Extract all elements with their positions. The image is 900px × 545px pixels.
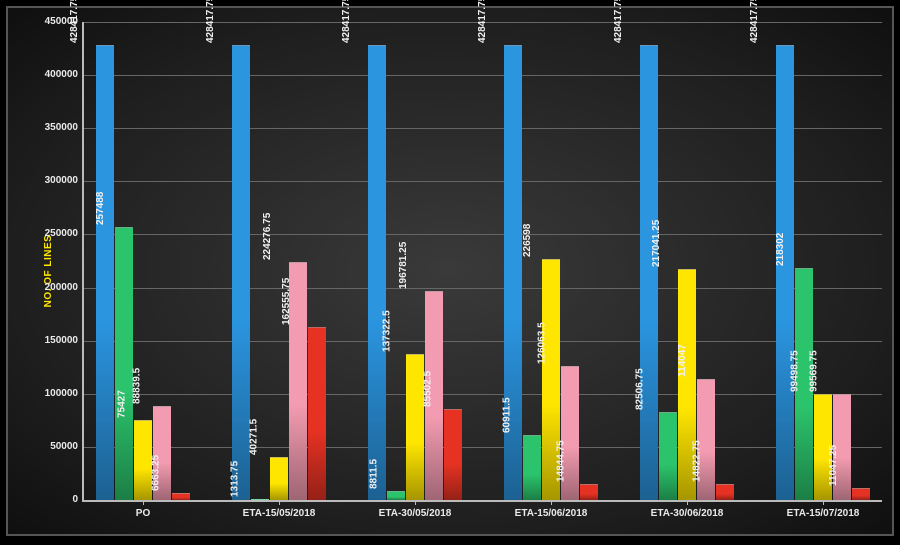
bar: 6663.25 xyxy=(172,493,190,500)
x-axis xyxy=(82,500,882,502)
bar: 85502.5 xyxy=(444,409,462,500)
bar-value-label: 1313.75 xyxy=(229,460,240,499)
bar-value-label: 162555.75 xyxy=(281,278,292,328)
x-tick-label: PO xyxy=(136,508,150,519)
bar-value-label: 40271.5 xyxy=(248,419,259,458)
grid-line xyxy=(82,234,882,235)
bar: 428417.75 xyxy=(96,45,114,500)
bar-value-label: 14844.75 xyxy=(556,441,567,486)
x-tick-label: ETA-15/06/2018 xyxy=(515,508,588,519)
y-tick-label: 150000 xyxy=(34,335,78,346)
bar: 137322.5 xyxy=(406,354,424,500)
bar-value-label: 428417.75 xyxy=(205,0,216,46)
bar: 162555.75 xyxy=(308,327,326,500)
bar-value-label: 88839.5 xyxy=(131,367,142,406)
bar: 428417.75 xyxy=(640,45,658,500)
bar-value-label: 218302 xyxy=(775,233,786,269)
bar-value-label: 428417.75 xyxy=(749,0,760,46)
bar-group: 428417.758811.5137322.5196781.2585502.5 xyxy=(368,45,462,500)
grid-line xyxy=(82,394,882,395)
grid-line xyxy=(82,181,882,182)
x-tick xyxy=(551,500,552,505)
y-tick-label: 300000 xyxy=(34,175,78,186)
bar-value-label: 257488 xyxy=(95,191,106,227)
x-tick-label: ETA-15/05/2018 xyxy=(243,508,316,519)
plot-area: 428417.752574887542788839.56663.25428417… xyxy=(82,22,882,500)
grid-line xyxy=(82,447,882,448)
bar-value-label: 126063.5 xyxy=(537,322,548,367)
x-tick-label: ETA-30/06/2018 xyxy=(651,508,724,519)
y-tick-label: 0 xyxy=(34,494,78,505)
y-tick-label: 400000 xyxy=(34,69,78,80)
bar: 428417.75 xyxy=(368,45,386,500)
bar: 82506.75 xyxy=(659,412,677,500)
x-tick-label: ETA-15/07/2018 xyxy=(787,508,860,519)
bar-value-label: 85502.5 xyxy=(422,371,433,410)
bar-value-label: 14822.75 xyxy=(692,441,703,486)
bar: 60911.5 xyxy=(523,435,541,500)
bar: 428417.75 xyxy=(776,45,794,500)
bar-value-label: 217041.25 xyxy=(651,220,662,270)
y-tick-label: 100000 xyxy=(34,388,78,399)
grid-line xyxy=(82,75,882,76)
bar-value-label: 196781.25 xyxy=(398,242,409,292)
bar: 1313.75 xyxy=(251,499,269,500)
bar-value-label: 428417.75 xyxy=(477,0,488,46)
bar-value-label: 114047 xyxy=(677,344,688,380)
x-tick xyxy=(279,500,280,505)
bar: 75427 xyxy=(134,420,152,500)
grid-line xyxy=(82,341,882,342)
bar-value-label: 99498.75 xyxy=(790,351,801,396)
bar: 14844.75 xyxy=(580,484,598,500)
y-tick-label: 200000 xyxy=(34,282,78,293)
bar-value-label: 11047.25 xyxy=(828,445,839,489)
bar-value-label: 99569.75 xyxy=(809,351,820,396)
bar: 11047.25 xyxy=(852,488,870,500)
bar-value-label: 60911.5 xyxy=(502,398,513,437)
bar-value-label: 137322.5 xyxy=(382,310,393,355)
bar-value-label: 82506.75 xyxy=(635,369,646,414)
y-tick-label: 350000 xyxy=(34,122,78,133)
bar: 40271.5 xyxy=(270,457,288,500)
bar-group: 428417.751313.7540271.5224276.75162555.7… xyxy=(232,45,326,500)
bar-group: 428417.75218302 99498.75 99569.75 11047.25 xyxy=(776,45,870,500)
y-tick-label: 250000 xyxy=(34,228,78,239)
y-tick-label: 50000 xyxy=(34,441,78,452)
x-tick xyxy=(823,500,824,505)
bar-value-label: 6663.25 xyxy=(150,455,161,494)
chart-frame: NO. OF LINES 428417.752574887542788839.5… xyxy=(6,6,894,536)
bar-value-label: 226598 xyxy=(522,224,533,260)
bar: 14822.75 xyxy=(716,484,734,500)
x-tick-label: ETA-30/05/2018 xyxy=(379,508,452,519)
bar-value-label: 8811.5 xyxy=(368,459,379,492)
x-tick xyxy=(687,500,688,505)
bar-value-label: 75427 xyxy=(117,390,128,421)
bar-group: 428417.7560911.5226598126063.514844.75 xyxy=(504,45,598,500)
bar-value-label: 428417.75 xyxy=(341,0,352,46)
bar: 8811.5 xyxy=(387,491,405,500)
bar-value-label: 224276.75 xyxy=(262,213,273,263)
grid-line xyxy=(82,128,882,129)
grid-line xyxy=(82,288,882,289)
bar-group: 428417.752574887542788839.56663.25 xyxy=(96,45,190,500)
y-tick-label: 450000 xyxy=(34,16,78,27)
x-tick xyxy=(143,500,144,505)
bar: 257488 xyxy=(115,227,133,501)
y-axis-label: NO. OF LINES xyxy=(43,235,54,308)
bar-group: 428417.7582506.75 217041.25 114047 14822.75 xyxy=(640,45,734,500)
x-tick xyxy=(415,500,416,505)
bar: 428417.75 xyxy=(232,45,250,500)
y-axis xyxy=(82,22,84,500)
bar-value-label: 428417.75 xyxy=(613,0,624,46)
